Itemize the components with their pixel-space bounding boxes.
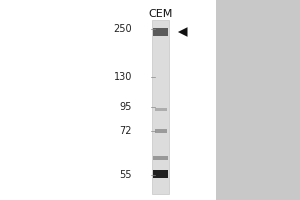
Text: 95: 95 <box>120 102 132 112</box>
FancyBboxPatch shape <box>154 108 166 110</box>
Text: 55: 55 <box>119 170 132 180</box>
FancyBboxPatch shape <box>0 0 216 200</box>
Text: CEM: CEM <box>148 9 173 19</box>
FancyBboxPatch shape <box>152 20 169 194</box>
Polygon shape <box>178 27 188 37</box>
Text: 250: 250 <box>113 24 132 34</box>
FancyBboxPatch shape <box>153 170 168 178</box>
FancyBboxPatch shape <box>153 28 168 36</box>
FancyBboxPatch shape <box>153 156 168 160</box>
Text: 130: 130 <box>114 72 132 82</box>
Text: 72: 72 <box>119 126 132 136</box>
FancyBboxPatch shape <box>154 129 166 133</box>
